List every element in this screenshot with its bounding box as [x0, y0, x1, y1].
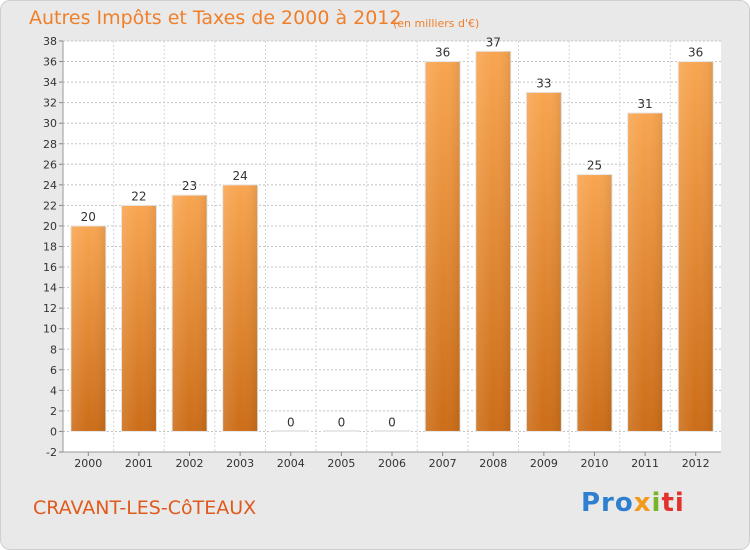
- data-label: 37: [486, 35, 501, 49]
- x-tick-label: 2011: [631, 457, 659, 470]
- y-tick-label: 10: [43, 323, 57, 336]
- y-tick-label: 30: [43, 117, 57, 130]
- y-tick-label: 38: [43, 35, 57, 48]
- y-tick-label: 14: [43, 282, 57, 295]
- x-tick-label: 2006: [378, 457, 406, 470]
- bar: [323, 429, 360, 432]
- y-tick-label: -2: [46, 446, 57, 459]
- x-tick-label: 2003: [226, 457, 254, 470]
- x-tick-label: 2004: [277, 457, 305, 470]
- data-labels: 20 22 23 24 0 0 0 36 37 33 25 31 36: [81, 35, 704, 429]
- logo-part: x: [633, 488, 652, 518]
- bar: [272, 429, 309, 432]
- logo-part: i: [651, 488, 662, 518]
- data-label: 0: [287, 415, 295, 429]
- data-label: 0: [338, 415, 346, 429]
- y-tick-label: 26: [43, 158, 57, 171]
- bar-highlight: [222, 184, 258, 432]
- y-tick-label: 0: [50, 425, 57, 438]
- bar-highlight: [576, 174, 612, 432]
- data-label: 20: [81, 210, 96, 224]
- bar-highlight: [627, 112, 663, 432]
- x-tick-label: 2005: [327, 457, 355, 470]
- data-label: 25: [587, 159, 602, 173]
- x-tick-label: 2009: [530, 457, 558, 470]
- bar-highlight: [172, 195, 208, 432]
- y-tick-label: 22: [43, 199, 57, 212]
- data-label: 22: [131, 189, 146, 203]
- data-label: 36: [688, 46, 703, 60]
- bar-highlight: [121, 205, 157, 432]
- y-tick-label: 24: [43, 179, 57, 192]
- y-tick-label: 32: [43, 97, 57, 110]
- proxiti-logo: Proxiti: [581, 488, 685, 518]
- bar-highlight: [475, 51, 511, 432]
- y-tick-label: 8: [50, 343, 57, 356]
- y-tick-label: 20: [43, 220, 57, 233]
- data-label: 23: [182, 179, 197, 193]
- y-tick-label: 36: [43, 56, 57, 69]
- data-label: 33: [536, 76, 551, 90]
- x-axis: 2000 2001 2002 2003 2004 2005 2006 2007 2008 2009…: [74, 452, 710, 470]
- bar-highlight: [425, 61, 461, 432]
- bar: [374, 429, 410, 432]
- x-tick-label: 2000: [74, 457, 102, 470]
- data-label: 36: [435, 46, 450, 60]
- x-tick-label: 2002: [176, 457, 204, 470]
- y-tick-label: 18: [43, 241, 57, 254]
- bar-highlight: [678, 61, 714, 432]
- x-tick-label: 2007: [429, 457, 457, 470]
- data-label: 24: [233, 169, 248, 183]
- y-tick-label: 12: [43, 302, 57, 315]
- x-tick-label: 2012: [682, 457, 710, 470]
- data-label: 31: [637, 97, 652, 111]
- chart-title: Autres Impôts et Taxes de 2000 à 2012: [29, 7, 402, 29]
- y-tick-label: 16: [43, 261, 57, 274]
- y-tick-label: 28: [43, 138, 57, 151]
- bar-highlight: [526, 92, 562, 432]
- x-tick-label: 2008: [479, 457, 507, 470]
- y-tick-label: 6: [50, 364, 57, 377]
- bars: [70, 50, 714, 432]
- bar-highlight: [70, 225, 106, 432]
- data-label: 0: [388, 415, 396, 429]
- logo-part: ti: [661, 488, 685, 518]
- commune-name: CRAVANT-LES-CôTEAUX: [33, 497, 257, 519]
- y-tick-label: 2: [50, 405, 57, 418]
- logo-part: Pro: [581, 488, 634, 518]
- y-tick-label: 4: [50, 384, 57, 397]
- y-tick-label: 34: [43, 76, 57, 89]
- x-tick-label: 2001: [125, 457, 153, 470]
- chart-subtitle: (en milliers d'€): [393, 17, 480, 30]
- x-tick-label: 2010: [580, 457, 608, 470]
